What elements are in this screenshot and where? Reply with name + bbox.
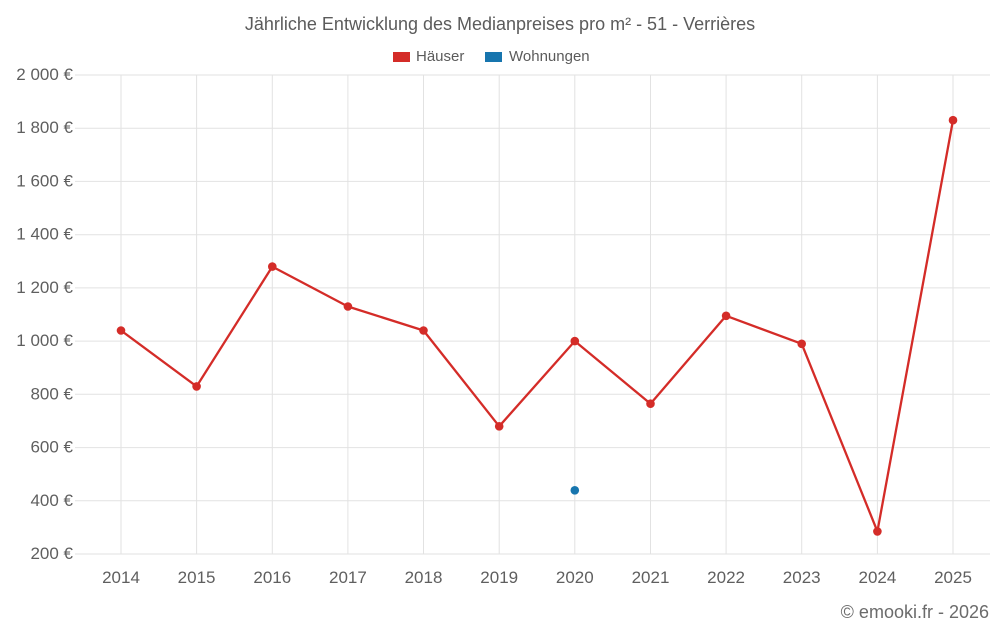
svg-text:800 €: 800 €	[30, 384, 73, 403]
svg-text:2020: 2020	[556, 568, 594, 587]
svg-text:2025: 2025	[934, 568, 972, 587]
svg-text:2017: 2017	[329, 568, 367, 587]
svg-text:600 €: 600 €	[30, 438, 73, 457]
svg-text:2023: 2023	[783, 568, 821, 587]
svg-text:2022: 2022	[707, 568, 745, 587]
svg-text:200 €: 200 €	[30, 544, 73, 563]
svg-text:2024: 2024	[858, 568, 896, 587]
svg-text:2 000 €: 2 000 €	[16, 65, 73, 84]
svg-text:400 €: 400 €	[30, 491, 73, 510]
svg-text:2018: 2018	[405, 568, 443, 587]
svg-text:1 800 €: 1 800 €	[16, 118, 73, 137]
svg-text:1 200 €: 1 200 €	[16, 278, 73, 297]
svg-text:2015: 2015	[178, 568, 216, 587]
svg-text:2021: 2021	[632, 568, 670, 587]
svg-text:1 600 €: 1 600 €	[16, 171, 73, 190]
svg-text:2016: 2016	[253, 568, 291, 587]
svg-text:2014: 2014	[102, 568, 140, 587]
svg-text:2019: 2019	[480, 568, 518, 587]
svg-text:1 400 €: 1 400 €	[16, 225, 73, 244]
svg-text:1 000 €: 1 000 €	[16, 331, 73, 350]
